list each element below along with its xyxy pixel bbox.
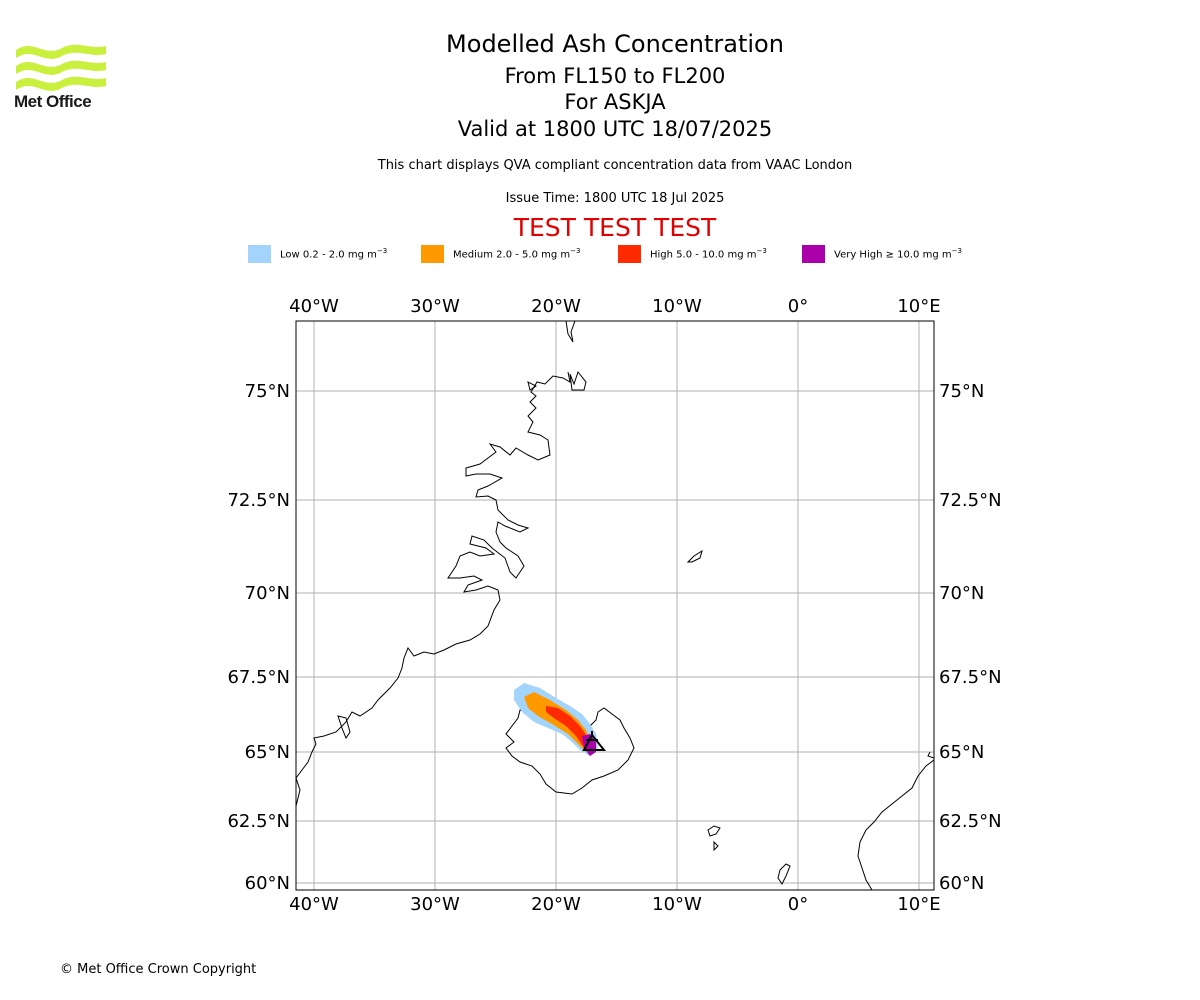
issue-time: Issue Time: 1800 UTC 18 Jul 2025 <box>505 191 725 206</box>
subtitle-levels: From FL150 to FL200 <box>504 64 726 88</box>
lat-tick-label-right: 67.5°N <box>939 667 1002 688</box>
subtitle-volcano: For ASKJA <box>564 90 666 114</box>
map-frame <box>295 320 935 891</box>
legend-label-medium: Medium 2.0 - 5.0 mg m−3 <box>453 247 581 261</box>
map-gridlines <box>296 321 934 890</box>
lat-tick-label-left: 62.5°N <box>227 811 290 832</box>
legend-label-low: Low 0.2 - 2.0 mg m−3 <box>280 247 388 261</box>
lat-tick-label-right: 70°N <box>939 583 984 604</box>
map-tick-labels: 40°W 40°W 30°W 30°W 20°W 20°W 10°W 10°W 0° 0° 10°E… <box>227 296 1001 915</box>
subtitle-valid-time: Valid at 1800 UTC 18/07/2025 <box>457 117 773 141</box>
ash-plume <box>514 683 598 756</box>
lon-tick-label-top: 0° <box>788 296 808 317</box>
lat-tick-label-left: 65°N <box>245 742 290 763</box>
lat-tick-label-left: 67.5°N <box>227 667 290 688</box>
lat-tick-label-left: 70°N <box>245 583 290 604</box>
ash-region-high <box>546 706 590 748</box>
greenland-coastline <box>296 321 576 807</box>
lon-tick-label-bottom: 20°W <box>531 894 581 915</box>
legend-item-low: Low 0.2 - 2.0 mg m−3 <box>248 244 387 264</box>
chart-description: This chart displays QVA compliant concen… <box>377 158 853 173</box>
lon-tick-label-bottom: 0° <box>788 894 808 915</box>
legend-label-very-high: Very High ≥ 10.0 mg m−3 <box>834 247 962 261</box>
legend-swatch-high <box>618 245 641 263</box>
legend-item-very-high: Very High ≥ 10.0 mg m−3 <box>802 244 962 264</box>
test-banner: TEST TEST TEST <box>513 213 717 242</box>
lat-tick-label-left: 75°N <box>245 381 290 402</box>
lon-tick-label-top: 20°W <box>531 296 581 317</box>
logo-text: Met Office <box>14 92 92 111</box>
volcano-triangle-icon <box>582 731 607 751</box>
lon-tick-label-top: 40°W <box>289 296 339 317</box>
faroe-coastline <box>707 825 721 852</box>
lon-tick-label-bottom: 40°W <box>289 894 339 915</box>
legend-swatch-medium <box>421 245 444 263</box>
ash-region-medium <box>524 692 592 752</box>
shetland-coastline <box>777 863 791 885</box>
met-office-logo-icon <box>16 44 106 91</box>
greenland-islands <box>337 370 587 740</box>
legend-item-medium: Medium 2.0 - 5.0 mg m−3 <box>421 244 580 264</box>
legend-item-high: High 5.0 - 10.0 mg m−3 <box>618 244 767 264</box>
lat-tick-label-right: 65°N <box>939 742 984 763</box>
legend-label-high: High 5.0 - 10.0 mg m−3 <box>650 247 767 261</box>
lon-tick-label-top: 10°E <box>897 296 940 317</box>
lat-tick-label-left: 72.5°N <box>227 490 290 511</box>
coastlines <box>296 321 934 890</box>
lon-tick-label-bottom: 30°W <box>410 894 460 915</box>
lat-tick-label-right: 60°N <box>939 873 984 894</box>
jan-mayen-coastline <box>686 549 703 563</box>
lat-tick-label-right: 72.5°N <box>939 490 1002 511</box>
lat-tick-label-right: 62.5°N <box>939 811 1002 832</box>
lon-tick-label-bottom: 10°W <box>652 894 702 915</box>
lat-tick-label-right: 75°N <box>939 381 984 402</box>
legend-swatch-very-high <box>802 245 825 263</box>
lon-tick-label-top: 10°W <box>652 296 702 317</box>
chart-title: Modelled Ash Concentration <box>446 30 784 58</box>
lon-tick-label-top: 30°W <box>410 296 460 317</box>
copyright-notice: © Met Office Crown Copyright <box>60 962 257 977</box>
lat-tick-label-left: 60°N <box>245 873 290 894</box>
lon-tick-label-bottom: 10°E <box>897 894 940 915</box>
legend-swatch-low <box>248 245 271 263</box>
norway-coastline <box>857 751 934 890</box>
